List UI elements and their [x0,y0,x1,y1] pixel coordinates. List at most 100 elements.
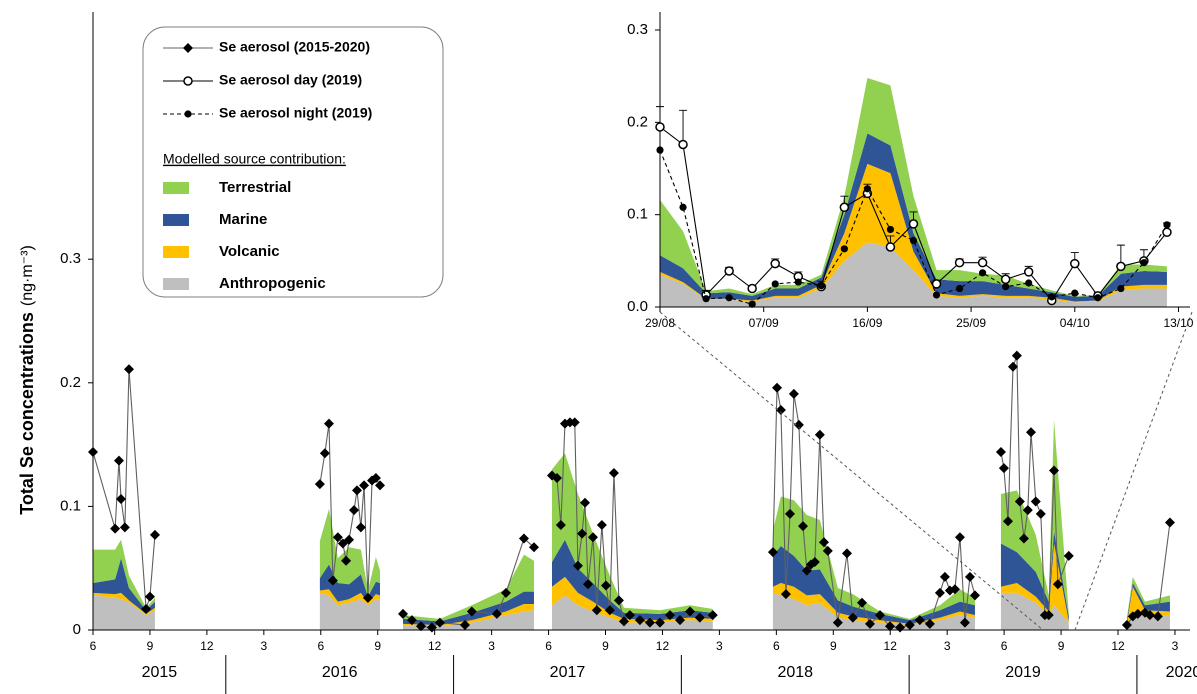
year-label: 2018 [777,664,813,681]
data-point [314,479,325,490]
data-point [1144,610,1155,621]
area-segment [319,508,381,597]
x-tick-label: 16/09 [852,316,882,330]
area-segment [660,133,1167,302]
x-tick-label: 29/08 [645,316,675,330]
data-point [604,605,615,616]
data-point [655,122,665,132]
data-point [1094,294,1102,302]
y-axis-label: Total Se concentrations (ng·m⁻³) [17,245,37,515]
data-point [149,529,160,540]
data-point [1011,350,1022,361]
data-point [832,617,843,628]
data-point [863,185,871,193]
data-point [794,278,802,286]
data-point [323,418,334,429]
data-point [582,579,593,590]
data-point [885,242,896,252]
data-point [500,587,511,598]
data-point [349,505,360,516]
area-segment [551,453,713,614]
data-point [809,557,820,568]
data-point [788,388,799,399]
data-point [1117,284,1125,293]
legend-label: Anthropogenic [219,275,326,292]
data-point [634,615,645,626]
area-segment [93,539,155,611]
data-point [1121,620,1132,631]
legend-label: Terrestrial [219,179,291,196]
data-point [1035,508,1046,519]
data-point [954,257,965,268]
data-point [618,616,629,627]
x-tick-label: 9 [374,639,381,653]
data-point [685,606,696,617]
x-tick-label: 3 [944,639,951,653]
data-point [949,584,960,595]
data-point [839,202,850,213]
data-point [144,591,155,602]
x-tick-label: 6 [317,639,324,653]
area-segment [551,539,713,621]
data-point [1063,550,1074,561]
legend-label: Se aerosol night (2019) [219,105,372,121]
y-tick-label: 0.3 [60,250,81,267]
data-point [909,236,918,245]
data-point [770,258,780,269]
data-point [814,429,825,440]
data-point [362,592,373,603]
data-point [964,571,975,582]
legend-label: Volcanic [219,243,280,260]
data-point [355,522,366,533]
data-point [932,291,941,299]
x-tick-label: 6 [90,639,97,653]
x-tick-label: 07/09 [749,316,779,330]
data-point [908,219,919,229]
data-point [344,534,355,545]
area-segment [403,610,534,630]
area-segment [772,592,975,630]
data-point [702,295,710,303]
area-segment [1000,543,1069,623]
data-point [370,472,381,483]
data-point [416,621,427,632]
x-tick-label: 3 [1172,639,1179,653]
data-point [406,615,417,626]
data-point [491,608,502,619]
data-point [780,589,791,600]
data-point [1003,516,1014,527]
year-label: 2016 [322,664,358,681]
data-point [624,610,635,621]
data-point [772,382,783,393]
data-point [466,606,477,617]
data-point [580,497,591,508]
legend-label: Se aerosol day (2019) [219,72,362,88]
data-point [664,610,675,621]
data-point [351,485,362,496]
x-tick-label: 12 [428,639,442,653]
y-axis-unit: (ng·m⁻³) [19,245,36,306]
data-point [885,621,896,632]
data-point [1008,361,1019,372]
year-label: 2020 [1166,664,1197,681]
area-segment [1126,583,1170,624]
data-point [818,537,829,548]
x-tick-label: 13/10 [1163,316,1193,330]
data-point [1030,496,1041,507]
data-point [644,617,655,628]
data-point [1022,505,1033,516]
area-segment [772,496,975,621]
area-segment [93,592,155,616]
data-point [979,269,987,277]
data-point [1140,259,1148,267]
data-point [600,580,611,591]
data-point [707,610,718,621]
area-segment [660,78,1167,297]
x-tick-label: 12 [200,639,214,653]
data-point [1043,610,1054,621]
data-point [1000,274,1011,285]
data-point [654,617,665,628]
data-point [569,417,580,428]
